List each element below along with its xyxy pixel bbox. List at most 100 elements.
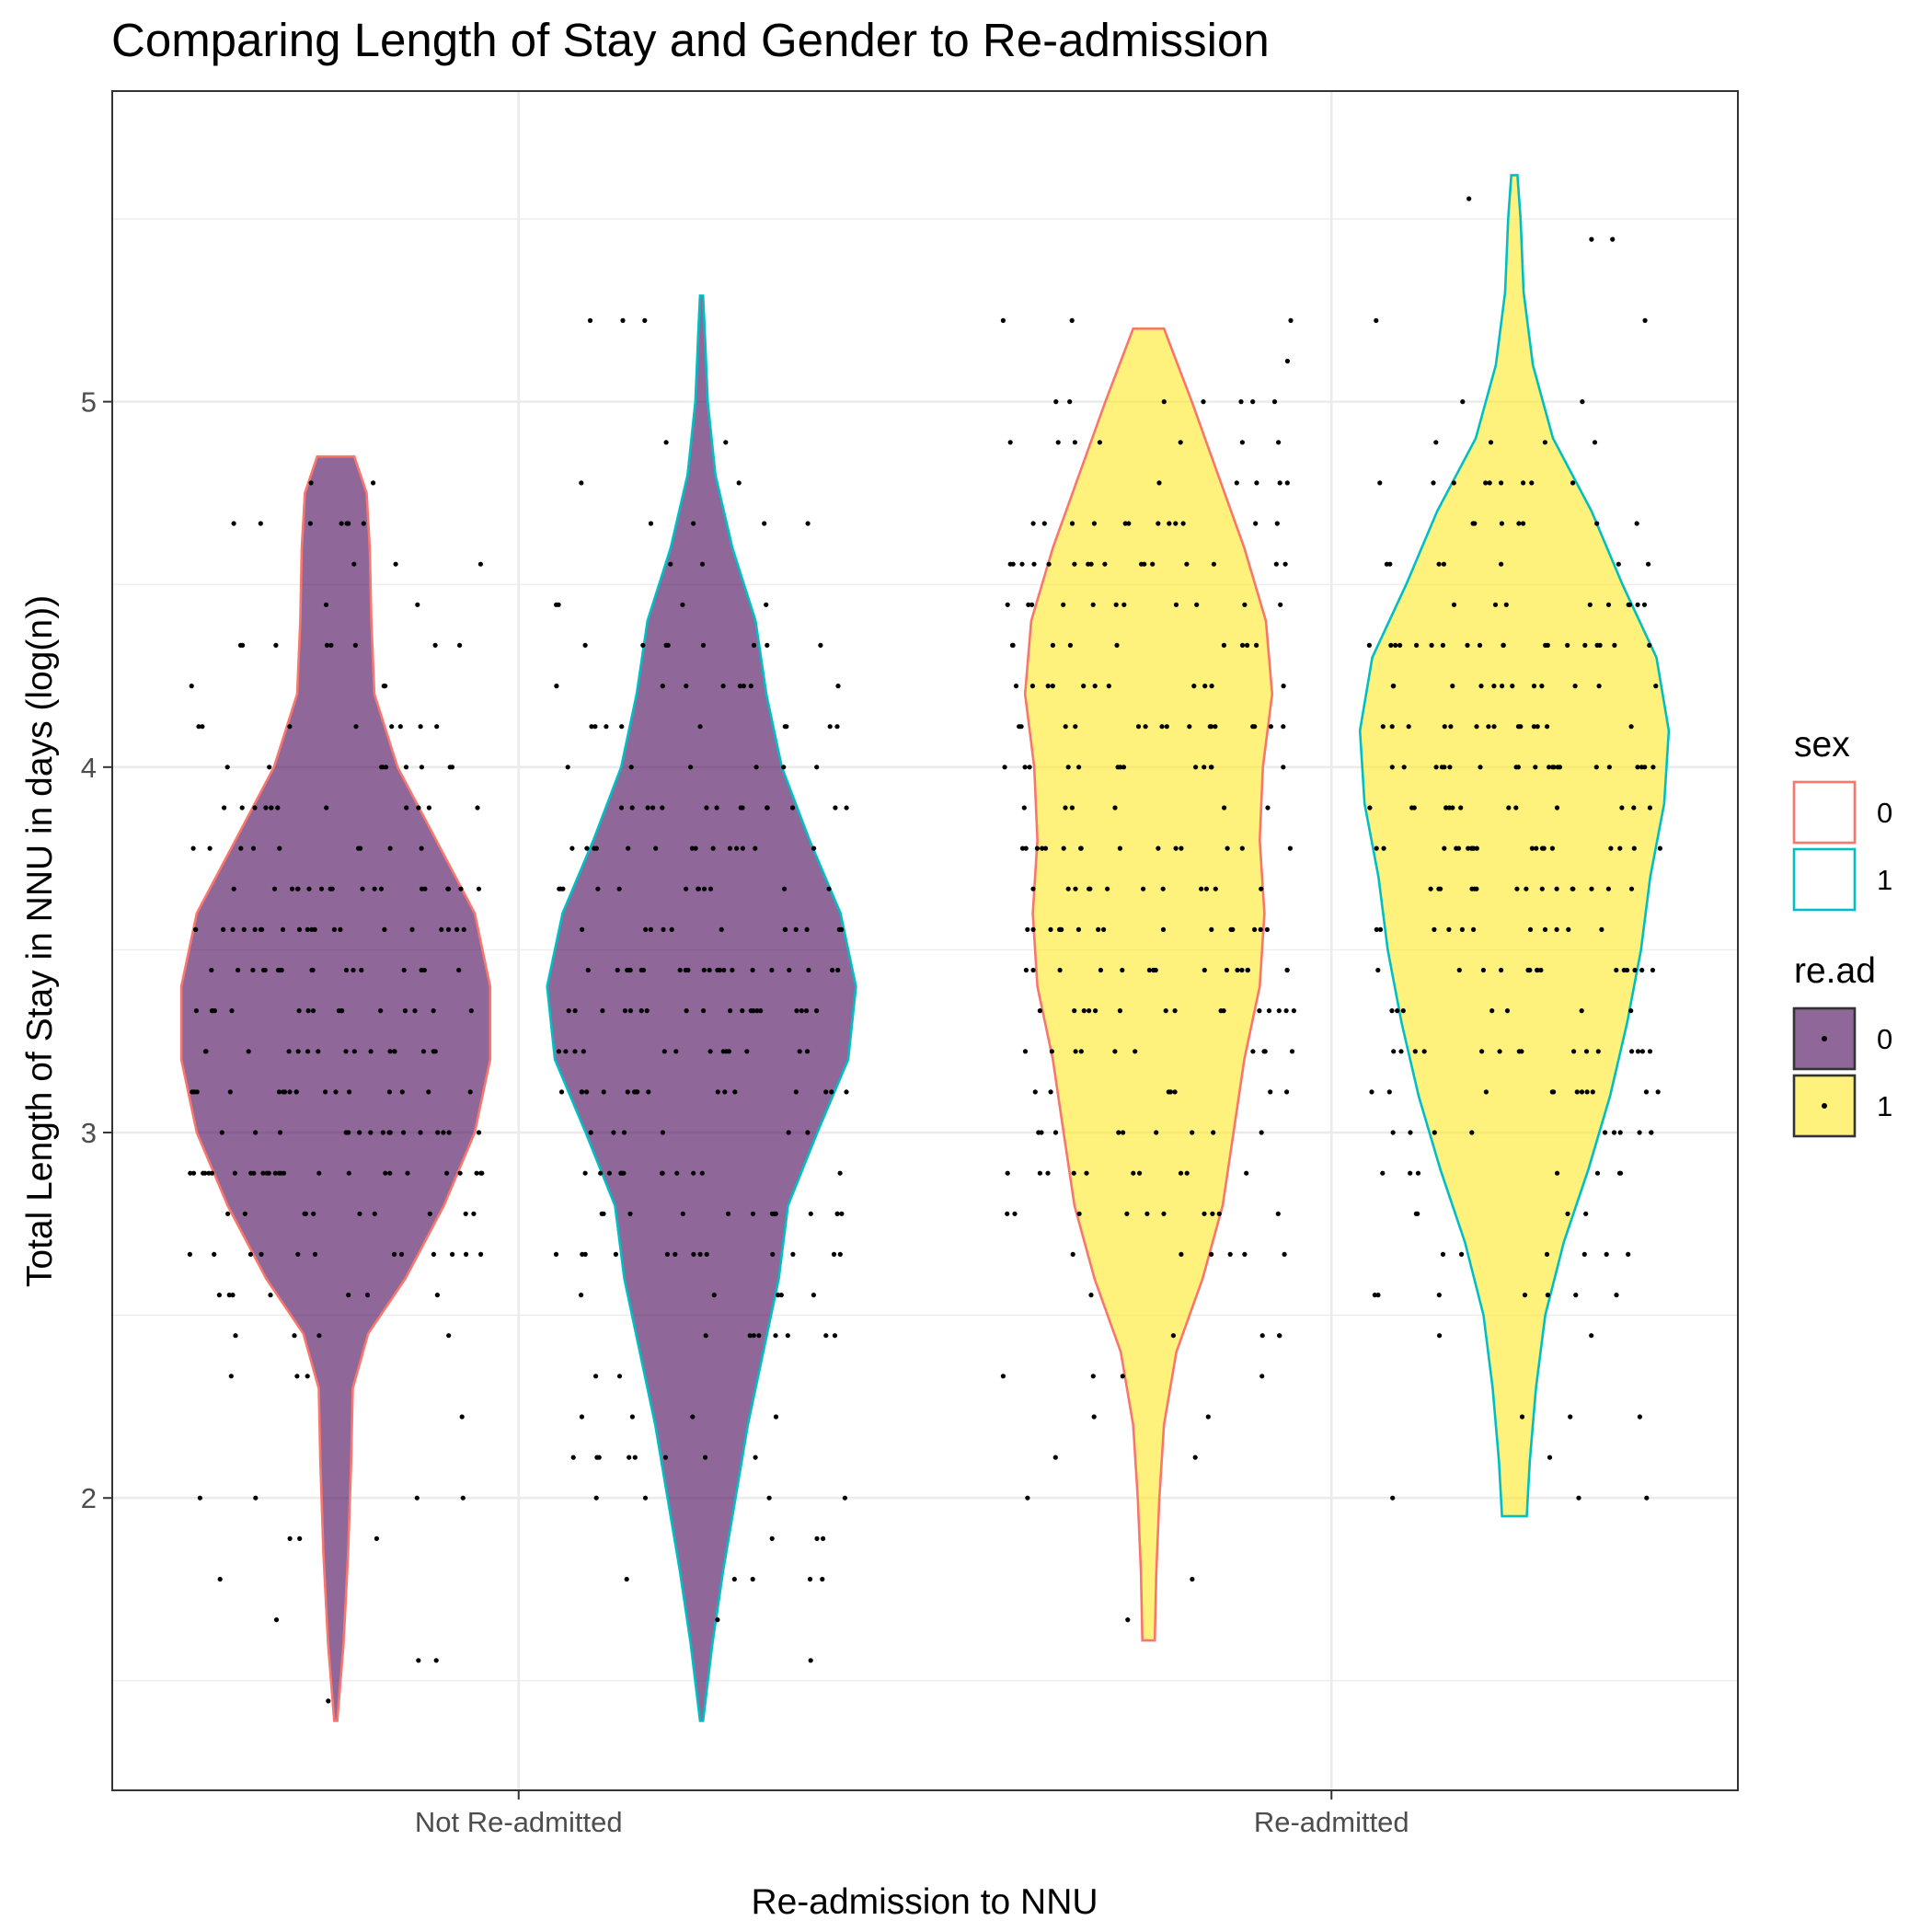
data-point [1069,521,1075,526]
data-point [311,1211,316,1216]
data-point [1499,480,1504,486]
data-point [632,1455,638,1460]
data-point [700,642,707,649]
data-point [316,1049,321,1054]
data-point [1646,561,1651,567]
data-point [1499,561,1504,567]
data-point [331,926,337,933]
legend-label: 0 [1877,1023,1892,1055]
data-point [188,1170,193,1176]
x-axis-title: Re-admission to NNU [751,1882,1098,1922]
data-point [264,1170,270,1176]
data-point [1190,1130,1195,1135]
data-point [1209,724,1214,730]
data-point [1253,521,1259,526]
data-point [316,1170,322,1176]
data-point [830,967,835,973]
data-point [1121,765,1127,770]
data-point [1551,765,1557,770]
data-point [579,1089,584,1095]
data-point [1428,886,1433,891]
data-point [726,1049,732,1054]
data-point [646,1089,651,1095]
data-point [1170,1333,1176,1339]
data-point [1474,724,1479,730]
data-point [251,1170,257,1176]
data-point [783,926,788,933]
data-point [1093,1008,1098,1014]
data-point [1374,926,1379,933]
data-point [1448,724,1454,730]
data-point [1608,845,1614,851]
data-point [1377,480,1383,486]
data-point [584,1089,590,1095]
data-point [1421,1049,1427,1054]
data-point [661,926,666,933]
data-point [1117,845,1122,851]
data-point [598,1170,604,1176]
data-point [347,1089,352,1095]
data-point [593,845,600,851]
data-point [193,926,199,933]
data-point [1531,684,1537,689]
data-point [1610,236,1616,242]
data-point [328,642,334,649]
data-point [805,521,811,526]
data-point [669,926,674,933]
data-point [457,642,463,649]
data-point [1096,926,1101,933]
data-point [277,845,282,851]
data-point [1081,1008,1087,1014]
data-point [1106,684,1111,689]
data-point [661,1049,667,1054]
data-point [1078,845,1084,851]
data-point [582,1170,588,1176]
data-point [1160,886,1166,891]
data-point [1415,1211,1420,1216]
data-point [387,1049,393,1054]
data-point [1397,642,1403,649]
data-point [1628,886,1635,891]
data-point [642,1495,649,1501]
data-point [420,1049,426,1054]
data-point [1210,1211,1215,1216]
data-point [1007,561,1013,567]
data-point [305,926,310,933]
data-point [346,1130,351,1135]
data-point [565,765,570,770]
data-point [359,967,364,973]
data-point [580,926,585,933]
data-point [579,480,584,486]
data-point [1135,724,1142,730]
data-point [1156,480,1162,486]
data-point [1259,1130,1264,1135]
data-point [751,1008,756,1014]
data-point [398,1251,405,1257]
data-point [1202,684,1208,689]
data-point [202,1170,208,1176]
data-point [252,926,258,933]
violin-sex-0-re-admitted [1023,327,1274,1642]
data-point [595,886,601,891]
data-point [1040,845,1045,851]
data-point [1605,886,1611,891]
data-point [339,1008,344,1014]
data-point [1545,1293,1550,1298]
data-point [419,886,425,891]
data-point [1400,1008,1406,1014]
data-point [835,967,841,973]
data-point [803,1008,810,1014]
data-point [1193,765,1199,770]
data-point [1436,886,1442,891]
data-point [1061,602,1066,607]
chart-title: Comparing Length of Stay and Gender to R… [111,14,1270,66]
data-point [711,1293,717,1298]
data-point [1522,1293,1528,1298]
data-point [1156,521,1161,526]
data-point [632,1089,638,1095]
data-point [433,1658,439,1663]
data-point [697,1251,703,1257]
data-point [1037,1170,1042,1176]
data-point [1592,440,1598,445]
data-point [821,1535,826,1541]
